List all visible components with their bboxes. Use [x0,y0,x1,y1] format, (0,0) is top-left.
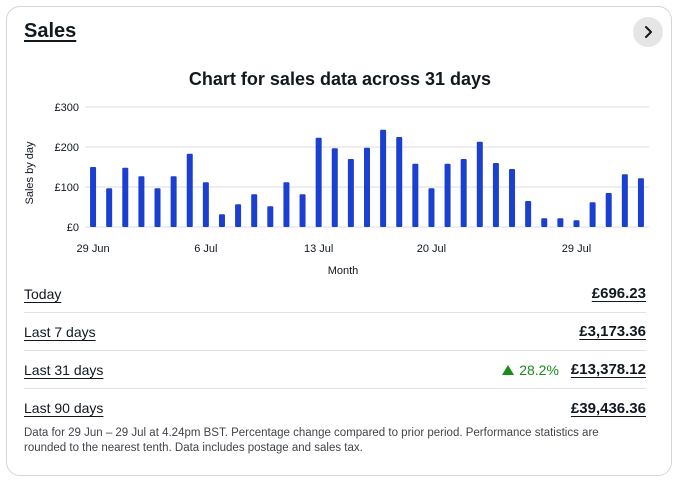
x-axis-label: Month [328,265,359,277]
bar [170,176,177,227]
summary-row-today: Today £696.23 [24,275,646,313]
sales-title-link[interactable]: Sales [24,20,77,42]
y-tick-label: £100 [55,182,79,194]
footnote: Data for 29 Jun – 29 Jul at 4.24pm BST. … [24,427,599,454]
bar [347,159,354,227]
bar [428,188,435,227]
percent-change: 28.2% [502,362,559,378]
today-value[interactable]: £696.23 [591,285,646,302]
bar [509,169,516,227]
bar [589,202,596,227]
bar [122,167,129,227]
open-sales-button[interactable] [633,17,663,47]
y-tick-label: £0 [67,222,79,234]
bar [235,204,242,227]
percent-change-value: 28.2% [519,361,559,378]
bar [154,188,161,227]
bar [525,201,532,227]
bar [331,148,338,227]
x-tick-label: 13 Jul [304,243,333,255]
last-31-days-link[interactable]: Last 31 days [24,361,104,378]
bar [621,174,628,227]
y-tick-label: £200 [55,142,79,154]
x-tick-label: 29 Jun [77,243,110,255]
chart-title: Chart for sales data across 31 days [188,69,492,89]
bar [202,182,209,227]
bar [267,206,274,227]
bar [557,218,564,227]
last-31-days-value[interactable]: £13,378.12 [570,361,646,378]
bar [444,163,451,227]
bar [364,147,370,227]
sales-card: Sales Chart for sales data across 31 day… [6,6,672,476]
bar [605,193,612,227]
bar [637,178,644,227]
bar [476,141,483,227]
bar [541,218,548,227]
bar [186,153,193,227]
x-tick-label: 20 Jul [417,243,446,255]
last-7-days-link[interactable]: Last 7 days [24,323,96,340]
bar [412,163,419,227]
bar [251,194,258,227]
bar [380,129,387,227]
last-7-days-value[interactable]: £3,173.36 [579,323,646,340]
bar [90,167,97,227]
bar [138,176,145,227]
bar [299,194,306,227]
today-link[interactable]: Today [24,285,62,302]
last-90-days-value[interactable]: £39,436.36 [570,399,646,417]
summary-list: Today £696.23 Last 7 days £3,173.36 Last… [24,275,646,427]
bar [283,182,290,227]
bar [396,137,403,227]
summary-row-31-days: Last 31 days 28.2% £13,378.12 [24,351,646,389]
bar [218,214,225,227]
x-tick-label: 6 Jul [194,243,217,255]
sales-bar-chart: £0 £100 £200 £300 29 Jun 6 Jul 13 Jul 20 Jul 29 … [24,102,649,277]
last-90-days-link[interactable]: Last 90 days [24,400,104,416]
summary-row-7-days: Last 7 days £3,173.36 [24,313,646,351]
y-axis-label: Sales by day [24,141,36,204]
up-arrow-icon [502,364,515,375]
chevron-right-icon [645,26,652,38]
y-tick-label: £300 [55,102,79,114]
bar [315,137,322,227]
bar [106,188,113,227]
bar [492,163,499,227]
summary-row-90-days: Last 90 days £39,436.36 [24,389,646,427]
x-tick-label: 29 Jul [562,243,591,255]
bar [573,220,580,227]
bar [460,159,467,227]
